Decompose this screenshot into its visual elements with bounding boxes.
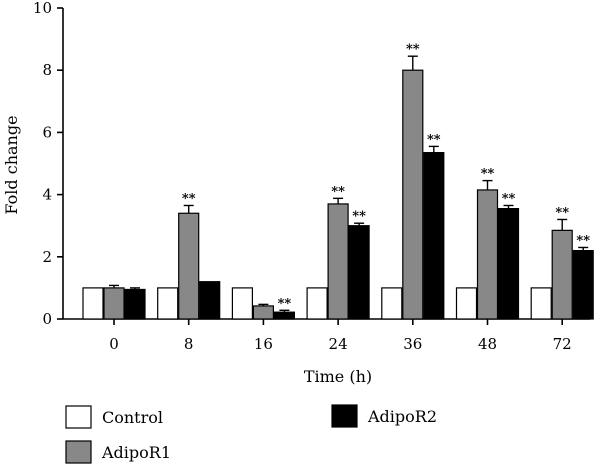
significance-label: ** bbox=[555, 205, 569, 220]
bar-adipor2-72 bbox=[572, 249, 594, 320]
bar-adipor1-48 bbox=[476, 189, 499, 320]
x-tick-label: 0 bbox=[109, 335, 119, 353]
significance-label: ** bbox=[427, 132, 441, 147]
significance-label: ** bbox=[406, 42, 420, 57]
legend-swatch-control bbox=[65, 405, 92, 429]
bar-control-72 bbox=[530, 287, 552, 320]
y-tick-label: 4 bbox=[42, 186, 52, 204]
bar-control-16 bbox=[231, 287, 253, 320]
x-axis-title: Time (h) bbox=[304, 367, 372, 386]
significance-label: ** bbox=[502, 191, 516, 206]
bar-control-0 bbox=[82, 287, 104, 320]
bar-adipor2-48 bbox=[497, 207, 520, 320]
x-tick-label: 72 bbox=[553, 335, 572, 353]
y-tick-label: 6 bbox=[42, 123, 52, 141]
bar-adipor1-24 bbox=[327, 203, 349, 320]
bar-adipor1-8 bbox=[178, 212, 200, 320]
y-axis: 0 2 4 6 8 10 bbox=[33, 0, 64, 328]
y-tick-label: 8 bbox=[42, 61, 52, 79]
y-tick-label: 2 bbox=[42, 248, 52, 266]
x-tick-label: 48 bbox=[478, 335, 497, 353]
bar-adipor2-24 bbox=[348, 225, 370, 320]
significance-label: ** bbox=[352, 209, 366, 224]
significance-label: ** bbox=[481, 167, 495, 182]
bar-adipor2-0 bbox=[124, 288, 146, 320]
x-tick-label: 16 bbox=[254, 335, 273, 353]
significance-label: ** bbox=[182, 191, 196, 206]
legend-swatch-adipor2 bbox=[331, 404, 358, 428]
y-axis-title: Fold change bbox=[2, 115, 21, 214]
x-tick-label: 8 bbox=[184, 335, 194, 353]
bar-control-48 bbox=[455, 287, 478, 320]
bar-adipor1-36 bbox=[402, 69, 424, 320]
bar-adipor1-0 bbox=[103, 287, 125, 320]
bar-adipor2-8 bbox=[199, 281, 221, 320]
bars bbox=[82, 69, 594, 320]
bar-adipor1-72 bbox=[551, 229, 573, 320]
significance-label: ** bbox=[331, 184, 345, 199]
bar-adipor2-16 bbox=[273, 311, 295, 320]
bar-control-8 bbox=[157, 287, 179, 320]
error-bars bbox=[109, 55, 589, 313]
legend-label-control: Control bbox=[102, 408, 163, 427]
x-tick-label: 36 bbox=[403, 335, 422, 353]
significance-marks: ** ** ** ** ** ** ** ** ** ** bbox=[182, 42, 590, 311]
bar-adipor1-16 bbox=[252, 305, 274, 320]
x-tick-label: 24 bbox=[329, 335, 348, 353]
legend-swatch-adipor1 bbox=[65, 440, 92, 464]
legend-label-adipor2: AdipoR2 bbox=[367, 407, 437, 426]
legend-label-adipor1: AdipoR1 bbox=[101, 443, 171, 462]
bar-control-24 bbox=[306, 287, 328, 320]
y-tick-label: 10 bbox=[33, 0, 52, 17]
legend: Control AdipoR1 AdipoR2 bbox=[65, 404, 437, 464]
bar-adipor2-36 bbox=[423, 152, 445, 320]
y-tick-label: 0 bbox=[42, 310, 52, 328]
significance-label: ** bbox=[576, 233, 590, 248]
x-axis: 0 8 16 24 36 48 72 bbox=[63, 318, 590, 353]
significance-label: ** bbox=[278, 296, 292, 311]
bar-control-36 bbox=[381, 287, 403, 320]
